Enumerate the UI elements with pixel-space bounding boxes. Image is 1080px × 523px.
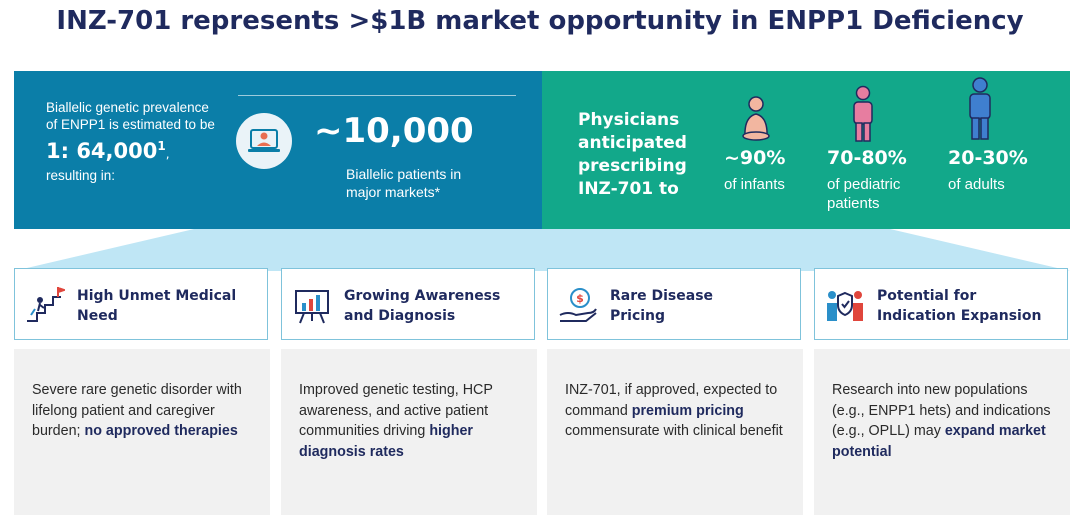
stairs-goal-icon	[25, 285, 68, 325]
pillar-awareness: Growing Awareness and Diagnosis	[281, 268, 535, 340]
patients-number: ~10,000	[314, 111, 474, 151]
presentation-chart-icon	[292, 285, 332, 325]
divider-line	[238, 95, 516, 96]
stat-label: of pediatric patients	[827, 176, 901, 212]
patients-label: Biallelic patients in major markets*	[346, 166, 462, 200]
stat-label: of infants	[724, 176, 785, 193]
physicians-panel: Physicians anticipated prescribing INZ-7…	[542, 71, 1070, 229]
desc-part: Severe rare genetic disorder with lifelo…	[32, 382, 242, 439]
prevalence-tail: resulting in:	[46, 168, 116, 183]
hand-coin-icon: $	[558, 285, 598, 325]
adult-icon	[966, 77, 994, 146]
pillar-title: High Unmet Medical Need	[77, 288, 237, 324]
child-icon	[850, 85, 876, 148]
stat-infants: ~90% of infants	[724, 147, 785, 194]
pillar-title: Potential for Indication Expansion	[877, 288, 1042, 324]
stat-adults: 20-30% of adults	[948, 147, 1028, 194]
pillar-title: Rare Disease Pricing	[610, 288, 714, 324]
stat-pct: 70-80%	[827, 147, 907, 169]
ratio-value: 1: 64,000	[46, 139, 158, 163]
desc-highlight: higher diagnosis rates	[299, 423, 473, 460]
stat-pediatric: 70-80% of pediatric patients	[827, 147, 937, 213]
stat-pct: 20-30%	[948, 147, 1028, 169]
desc-part: Improved genetic testing, HCP awareness,…	[299, 382, 493, 439]
pillar-title: Growing Awareness and Diagnosis	[344, 288, 501, 324]
prevalence-panel: Biallelic genetic prevalence of ENPP1 is…	[14, 71, 542, 229]
prevalence-lead-text: Biallelic genetic prevalence of ENPP1 is…	[46, 100, 215, 132]
stat-label: of adults	[948, 176, 1005, 193]
desc-part: INZ-701, if approved, expected to comman…	[565, 382, 778, 419]
desc-text: Improved genetic testing, HCP awareness,…	[299, 380, 527, 462]
pillar-expansion: Potential for Indication Expansion	[814, 268, 1068, 340]
desc-highlight: expand market potential	[832, 423, 1046, 460]
page-title: INZ-701 represents >$1B market opportuni…	[56, 6, 1024, 36]
pillar-unmet-need: High Unmet Medical Need	[14, 268, 268, 340]
desc-card: Research into new populations (e.g., ENP…	[814, 349, 1070, 515]
physicians-lead: Physicians anticipated prescribing INZ-7…	[578, 110, 687, 199]
people-shield-icon	[825, 285, 865, 325]
prevalence-lead: Biallelic genetic prevalence of ENPP1 is…	[46, 99, 216, 184]
desc-part: Research into new populations (e.g., ENP…	[832, 382, 1051, 439]
desc-text: INZ-701, if approved, expected to comman…	[565, 380, 793, 442]
ratio-footnote: 1	[157, 139, 166, 153]
prevalence-ratio: 1: 64,0001,	[46, 133, 216, 167]
infant-icon	[740, 95, 772, 146]
desc-highlight: premium pricing	[631, 402, 744, 419]
desc-text: Severe rare genetic disorder with lifelo…	[32, 380, 260, 442]
desc-text: Research into new populations (e.g., ENP…	[832, 380, 1060, 462]
desc-card: Improved genetic testing, HCP awareness,…	[281, 349, 537, 515]
svg-text:$: $	[576, 292, 584, 305]
desc-card: Severe rare genetic disorder with lifelo…	[14, 349, 270, 515]
doctor-screen-icon	[236, 113, 292, 169]
ratio-comma: ,	[165, 147, 170, 161]
stat-pct: ~90%	[724, 147, 786, 169]
pillar-pricing: $ Rare Disease Pricing	[547, 268, 801, 340]
desc-part: commensurate with clinical benefit	[565, 423, 783, 439]
desc-card: INZ-701, if approved, expected to comman…	[547, 349, 803, 515]
connector-fan	[14, 229, 1070, 271]
desc-highlight: no approved therapies	[84, 423, 238, 439]
